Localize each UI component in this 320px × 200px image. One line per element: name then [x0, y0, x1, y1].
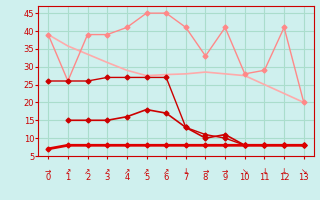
Text: ↓: ↓: [281, 167, 287, 176]
Text: ↓: ↓: [261, 167, 268, 176]
Text: ↗: ↗: [84, 167, 91, 176]
Text: ↗: ↗: [124, 167, 130, 176]
Text: →: →: [45, 167, 52, 176]
Text: ↗: ↗: [65, 167, 71, 176]
Text: ↓: ↓: [183, 167, 189, 176]
Text: ↘: ↘: [300, 167, 307, 176]
Text: →: →: [222, 167, 228, 176]
Text: ↗: ↗: [104, 167, 110, 176]
Text: ↗: ↗: [163, 167, 169, 176]
Text: ↘: ↘: [242, 167, 248, 176]
Text: ↗: ↗: [143, 167, 150, 176]
Text: →: →: [202, 167, 209, 176]
